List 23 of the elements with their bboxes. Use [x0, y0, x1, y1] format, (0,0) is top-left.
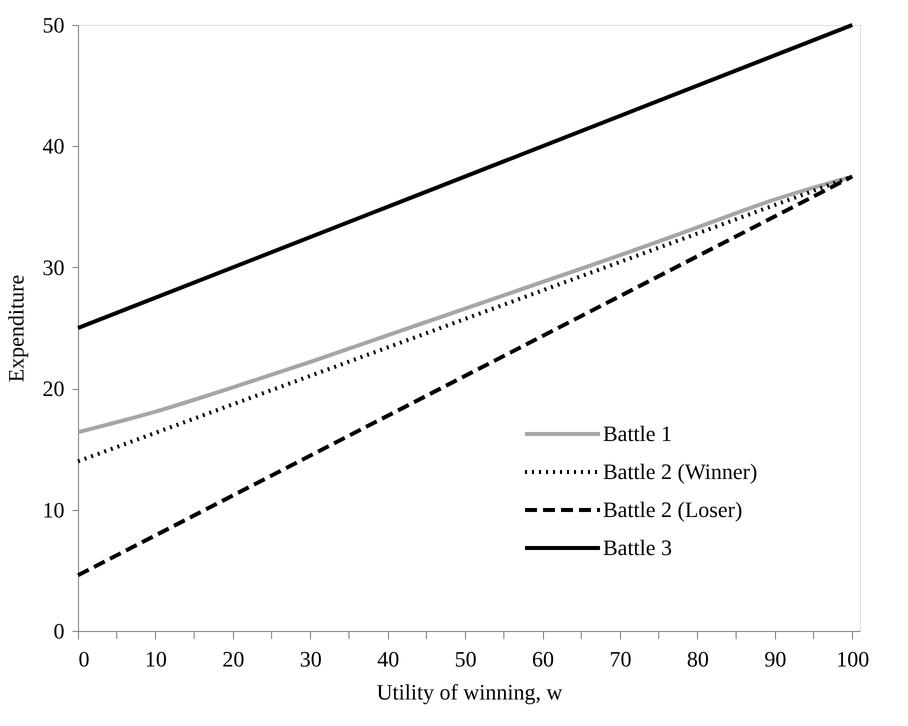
- legend-label: Battle 3: [603, 535, 672, 560]
- y-tick-label: 0: [54, 618, 64, 644]
- y-tick-label: 20: [42, 376, 64, 402]
- x-tick-label: 100: [836, 646, 870, 672]
- x-tick-label: 30: [300, 646, 322, 672]
- y-tick-label: 50: [42, 12, 64, 38]
- legend-label: Battle 2 (Winner): [603, 459, 758, 484]
- x-tick-label: 50: [454, 646, 477, 672]
- x-tick-label: 60: [532, 646, 554, 672]
- x-tick-label: 40: [377, 646, 400, 672]
- legend-label: Battle 2 (Loser): [603, 497, 742, 522]
- x-axis-title: Utility of winning, w: [376, 680, 562, 704]
- y-tick-label: 10: [42, 497, 64, 522]
- y-axis-title: Expenditure: [4, 274, 28, 382]
- x-tick-label: 10: [144, 646, 167, 672]
- y-tick-label: 40: [42, 134, 64, 159]
- y-tick-label: 30: [42, 254, 64, 280]
- x-tick-label: 20: [222, 646, 244, 672]
- x-tick-label: 0: [78, 646, 90, 672]
- x-tick-label: 90: [764, 646, 786, 672]
- x-tick-label: 70: [609, 646, 632, 672]
- x-tick-label: 80: [686, 646, 709, 672]
- legend-label: Battle 1: [603, 421, 672, 446]
